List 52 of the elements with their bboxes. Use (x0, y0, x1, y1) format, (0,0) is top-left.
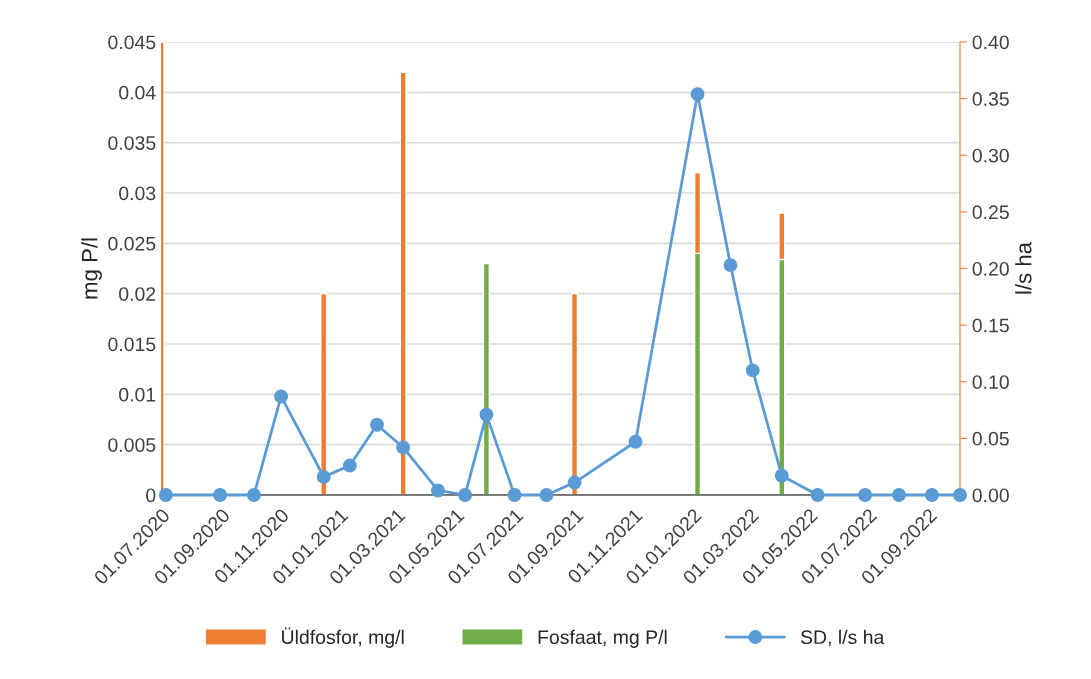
y2-tick-label: 0.30 (972, 148, 1009, 163)
y2-tick-label: 0.35 (972, 92, 1009, 106)
bar (320, 292, 328, 495)
point (342, 458, 357, 473)
point (745, 363, 760, 378)
y-tick-label: 0.025 (108, 236, 156, 251)
y-tick-label: 0 (146, 488, 156, 503)
y-tick-label: 0.04 (119, 85, 156, 100)
point (924, 488, 939, 502)
legend-label: Üldfosfor, mg/l (282, 627, 404, 648)
legend-label: SD, l/s ha (800, 629, 885, 647)
y2-tick-label: 0.00 (972, 488, 1009, 503)
y-tick-label: 0.035 (108, 136, 156, 150)
point (316, 469, 331, 484)
point (396, 440, 411, 455)
point (458, 488, 473, 502)
bar (570, 292, 579, 495)
y2-tick-label: 0.10 (972, 375, 1009, 389)
point (690, 87, 705, 102)
point (810, 488, 825, 502)
y-tick-label: 0.005 (108, 438, 156, 452)
point (370, 417, 384, 432)
point (953, 488, 967, 502)
y-tick-label: 0.015 (108, 337, 156, 352)
bar (482, 262, 491, 495)
point (479, 407, 494, 422)
y2-tick-label: 0.05 (972, 431, 1009, 446)
point (567, 475, 582, 490)
point (723, 258, 738, 273)
point (892, 488, 906, 502)
y2-tick-label: 0.40 (972, 35, 1009, 50)
y2-tick-label: 0.15 (972, 318, 1009, 333)
point (247, 488, 261, 502)
y2-tick-label: 0.20 (972, 261, 1009, 276)
y-tick-label: 0.01 (119, 387, 156, 402)
y-tick-label: 0.02 (119, 287, 156, 301)
y2-tick-label: 0.25 (972, 205, 1009, 220)
point (158, 488, 173, 502)
point (628, 434, 643, 449)
legend-label: Fosfaat, mg P/l (538, 629, 667, 648)
y2-axis-title: l/s ha (1015, 241, 1032, 294)
point (431, 483, 445, 498)
y-tick-label: 0.045 (108, 35, 156, 50)
point (774, 468, 789, 483)
bar (399, 71, 407, 495)
point (274, 389, 289, 404)
point (858, 488, 873, 502)
point (213, 488, 228, 502)
y-axis-title: mg P/l (81, 238, 102, 299)
y-tick-label: 0.03 (119, 186, 156, 201)
point (507, 488, 522, 502)
point (539, 488, 554, 502)
